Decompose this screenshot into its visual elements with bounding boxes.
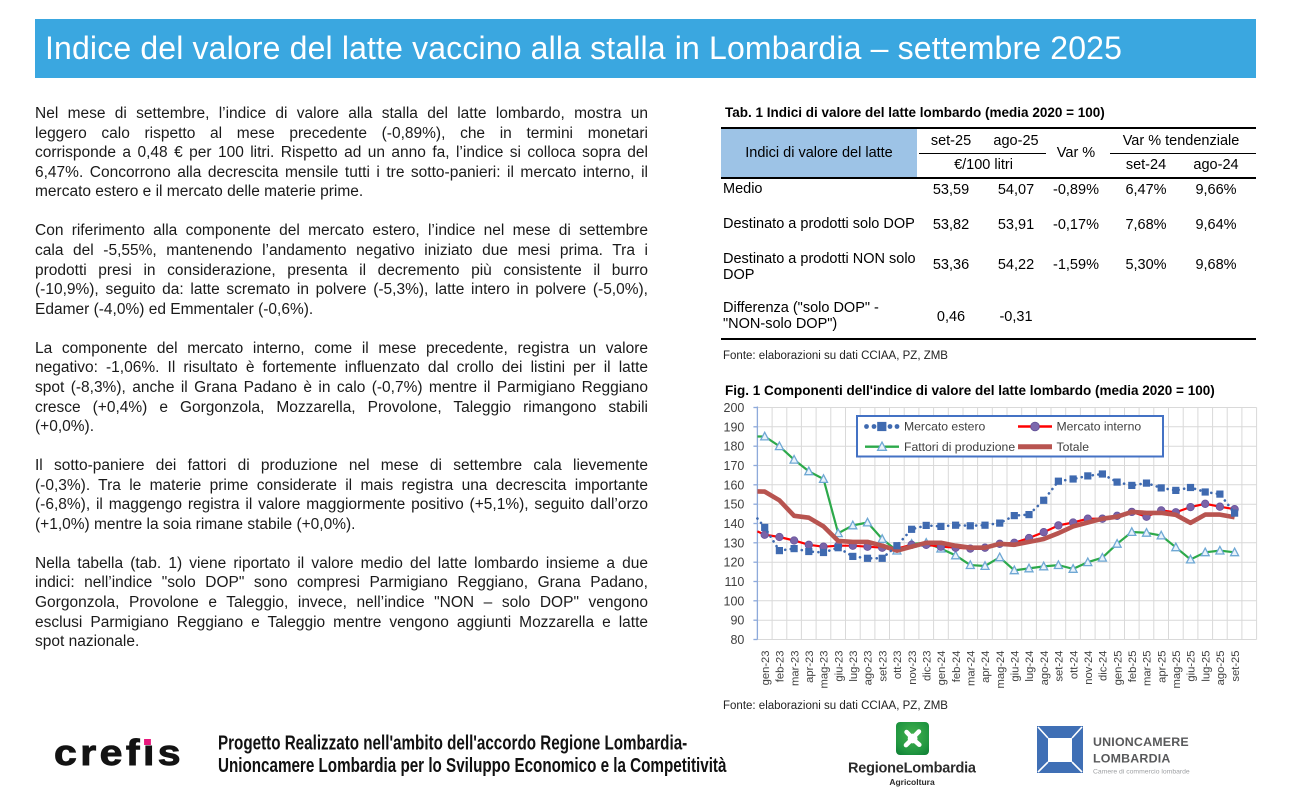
svg-text:nov-24: nov-24 xyxy=(1083,651,1095,685)
svg-text:apr-24: apr-24 xyxy=(980,651,992,683)
svg-text:100: 100 xyxy=(724,594,745,608)
svg-text:Mercato interno: Mercato interno xyxy=(1057,420,1142,434)
svg-text:lug-23: lug-23 xyxy=(848,651,860,682)
svg-text:nov-23: nov-23 xyxy=(907,651,919,685)
svg-text:mag-24: mag-24 xyxy=(995,651,1007,689)
svg-text:set-25: set-25 xyxy=(1230,651,1242,682)
svg-text:gen-25: gen-25 xyxy=(1112,651,1124,686)
svg-text:mar-24: mar-24 xyxy=(966,651,978,686)
svg-text:170: 170 xyxy=(724,459,745,473)
svg-text:ago-24: ago-24 xyxy=(1039,651,1051,686)
svg-text:ott-24: ott-24 xyxy=(1068,651,1080,680)
svg-text:190: 190 xyxy=(724,420,745,434)
svg-text:80: 80 xyxy=(730,633,744,647)
svg-text:lug-25: lug-25 xyxy=(1200,651,1212,682)
svg-text:feb-24: feb-24 xyxy=(951,651,963,683)
svg-text:set-23: set-23 xyxy=(877,651,889,682)
svg-text:Agricoltura: Agricoltura xyxy=(889,777,935,787)
svg-text:mag-25: mag-25 xyxy=(1171,651,1183,689)
svg-text:LOMBARDIA: LOMBARDIA xyxy=(1093,752,1171,766)
svg-text:Camere di commercio lombarde: Camere di commercio lombarde xyxy=(1093,769,1190,776)
svg-text:gen-24: gen-24 xyxy=(936,651,948,686)
svg-text:RegioneLombardia: RegioneLombardia xyxy=(848,761,977,777)
svg-text:160: 160 xyxy=(724,478,745,492)
svg-text:ago-25: ago-25 xyxy=(1215,651,1227,686)
svg-text:giu-23: giu-23 xyxy=(833,651,845,682)
svg-text:140: 140 xyxy=(724,517,745,531)
svg-text:lug-24: lug-24 xyxy=(1024,651,1036,682)
svg-text:UNIONCAMERE: UNIONCAMERE xyxy=(1093,735,1189,749)
svg-text:180: 180 xyxy=(724,440,745,454)
svg-text:150: 150 xyxy=(724,498,745,512)
svg-text:90: 90 xyxy=(730,614,744,628)
svg-text:mar-25: mar-25 xyxy=(1142,651,1154,686)
svg-text:feb-23: feb-23 xyxy=(775,651,787,683)
svg-text:dic-23: dic-23 xyxy=(921,651,933,681)
svg-text:Totale: Totale xyxy=(1057,440,1090,454)
svg-text:gen-23: gen-23 xyxy=(760,651,772,686)
svg-text:set-24: set-24 xyxy=(1054,651,1066,682)
svg-text:giu-24: giu-24 xyxy=(1010,651,1022,682)
svg-text:ott-23: ott-23 xyxy=(892,651,904,680)
svg-text:feb-25: feb-25 xyxy=(1127,651,1139,683)
svg-text:mar-23: mar-23 xyxy=(789,651,801,686)
svg-text:Mercato estero: Mercato estero xyxy=(904,420,986,434)
svg-text:110: 110 xyxy=(724,575,744,589)
svg-text:apr-25: apr-25 xyxy=(1156,651,1168,683)
svg-text:130: 130 xyxy=(724,536,745,550)
svg-text:200: 200 xyxy=(724,401,745,415)
svg-text:dic-24: dic-24 xyxy=(1098,651,1110,681)
svg-text:apr-23: apr-23 xyxy=(804,651,816,683)
svg-text:mag-23: mag-23 xyxy=(819,651,831,689)
svg-text:ago-23: ago-23 xyxy=(863,651,875,686)
svg-text:Fattori di produzione: Fattori di produzione xyxy=(904,440,1015,454)
svg-text:120: 120 xyxy=(724,556,745,570)
svg-text:giu-25: giu-25 xyxy=(1186,651,1198,682)
